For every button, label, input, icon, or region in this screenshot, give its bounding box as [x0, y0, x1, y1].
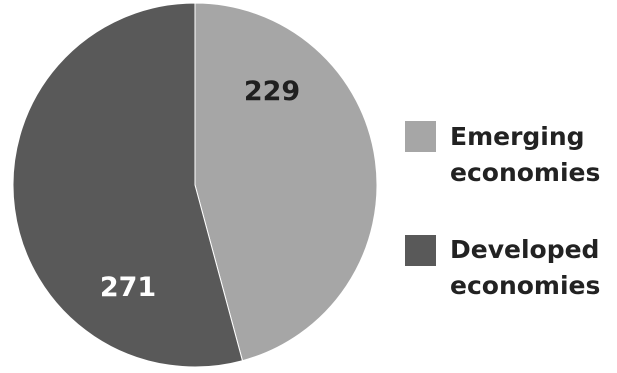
slice-value-label: 229 [244, 76, 300, 107]
pie-slice-developed-economies [12, 2, 244, 368]
legend-label: Developed [450, 235, 599, 264]
legend-entry: Emerging economies [405, 121, 600, 187]
pie-slice-emerging-economies [194, 2, 378, 362]
legend-label: economies [450, 271, 600, 300]
slice-value-label: 271 [100, 272, 156, 303]
legend-label: Emerging [450, 122, 585, 151]
legend-entry: Developed economies [405, 235, 600, 300]
legend-swatch [405, 235, 436, 266]
slice-labels: 229 271 [100, 76, 300, 303]
legend-swatch [405, 121, 436, 152]
pie-slices [12, 2, 378, 368]
legend-label: economies [450, 158, 600, 187]
legend: Emerging economies Developed economies [405, 121, 600, 300]
